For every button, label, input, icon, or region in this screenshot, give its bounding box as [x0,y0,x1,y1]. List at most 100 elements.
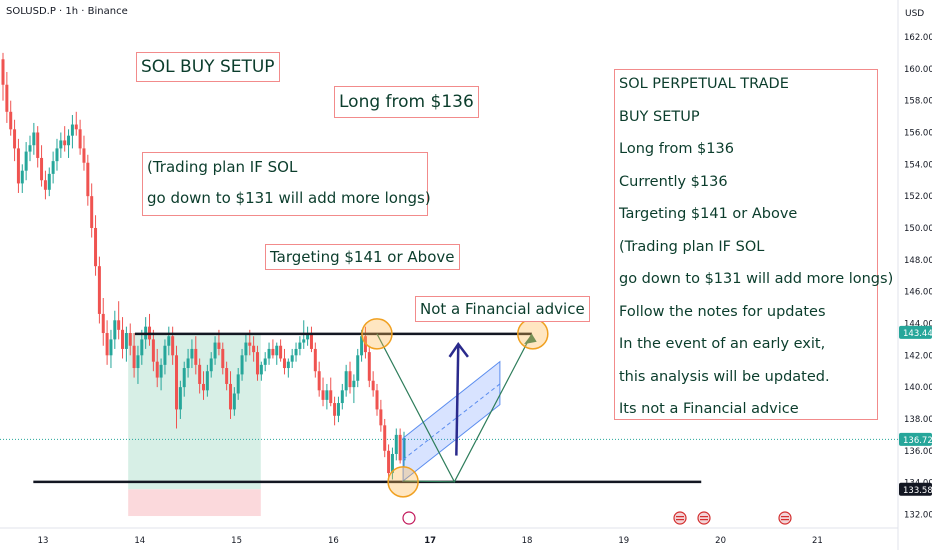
summary-line: Targeting $141 or Above [619,206,798,222]
candle-body [340,390,344,404]
candle-body [290,355,294,362]
candle-body [205,371,209,391]
candle-body [163,345,167,365]
us-flag-event-icon[interactable] [697,511,711,525]
projection-base [403,480,455,483]
summary-line: BUY SETUP [619,108,700,125]
candle-body [178,387,182,410]
candle-body [255,352,259,375]
candle-body [360,336,364,356]
price-axis-tag-label: 136.72 [903,436,932,446]
candle-body [248,342,252,346]
us-flag-stripe [700,516,708,518]
candle-body [16,148,20,184]
candle-body [263,358,267,365]
candle-body [128,333,132,346]
candle-body [379,409,383,426]
candle-body [271,348,275,356]
candle-body [40,157,44,181]
candle-body [209,358,213,372]
y-tick-label: 138.00 [904,415,932,425]
candle-body [1,59,5,85]
candle-body [159,364,163,378]
summary-line: this analysis will be updated. [619,368,830,385]
candle-body [333,403,337,416]
price-axis-tag [899,325,932,339]
candle-body [24,151,28,171]
candle-body [375,390,379,410]
candle-body [282,358,286,369]
highlight-circle [361,318,393,350]
candle-body [228,383,232,410]
up-arrow-shaft [455,345,460,456]
candle-body [302,339,306,343]
y-tick-label: 162.00 [904,33,932,43]
candle-body [63,140,67,146]
x-tick-label: 19 [618,536,629,546]
summary-line: (Trading plan IF SOL [619,238,765,255]
candle-body [13,129,17,149]
candle-body [136,355,140,369]
candle-body [336,403,340,416]
candle-body [78,129,82,149]
y-tick-label: 152.00 [904,192,932,202]
candle-body [121,329,125,349]
event-marker-icon[interactable] [402,511,416,525]
candle-body [59,140,63,149]
disclaimer-note: Not a Financial advice [415,296,590,322]
y-tick-label: 158.00 [904,97,932,107]
candle-body [367,352,371,381]
up-arrow-head [448,342,469,358]
candle-body [190,348,194,359]
candle-body [55,148,59,162]
candle-body [67,135,71,146]
candle-body [140,339,144,356]
candle-body [124,333,128,349]
highlight-circle [517,318,549,350]
loss-zone [128,489,261,517]
x-tick-label: 13 [38,536,49,546]
y-tick-label: 160.00 [904,65,932,75]
y-tick-label: 156.00 [904,128,932,138]
candle-body [117,320,121,330]
bull-channel [402,360,501,483]
candle-body [348,371,352,388]
trading-plan-line: (Trading plan IF SOL [147,158,298,176]
candle-body [244,342,248,356]
us-flag-event-icon[interactable] [673,511,687,525]
candle-body [47,173,51,190]
candle-body [252,345,256,353]
candle-body [105,333,109,356]
candle-body [90,196,94,228]
candle-body [202,383,205,391]
candle-body [101,313,105,334]
y-tick-label: 140.00 [904,383,932,393]
candle-body [167,336,171,346]
y-tick-label: 150.00 [904,224,932,234]
candle-body [298,342,302,349]
candle-body [43,180,47,190]
summary-line: In the event of an early exit, [619,336,826,352]
candle-body [213,342,217,359]
y-tick-label: 154.00 [904,160,932,170]
summary-line: Long from $136 [619,141,734,157]
candle-body [186,358,190,369]
candle-body [398,434,402,461]
target-note: Targeting $141 or Above [265,244,460,270]
candle-body [175,355,179,410]
us-flag-event-icon[interactable] [778,511,792,525]
trade-summary-note: SOL PERPETUAL TRADE BUY SETUP Long from … [614,69,893,420]
candle-body [32,132,36,146]
candle-body [182,368,186,388]
candle-body [86,162,90,197]
highlight-circle [387,466,419,498]
candle-body [113,320,117,340]
candle-body [356,355,360,381]
symbol-header: SOLUSD.P · 1h · Binance [6,6,128,17]
x-tick-label: 15 [231,536,242,546]
x-tick-label: 20 [715,536,726,546]
candle-body [217,342,221,349]
price-axis-unit: USD [905,9,924,19]
y-tick-label: 132.00 [904,510,932,520]
